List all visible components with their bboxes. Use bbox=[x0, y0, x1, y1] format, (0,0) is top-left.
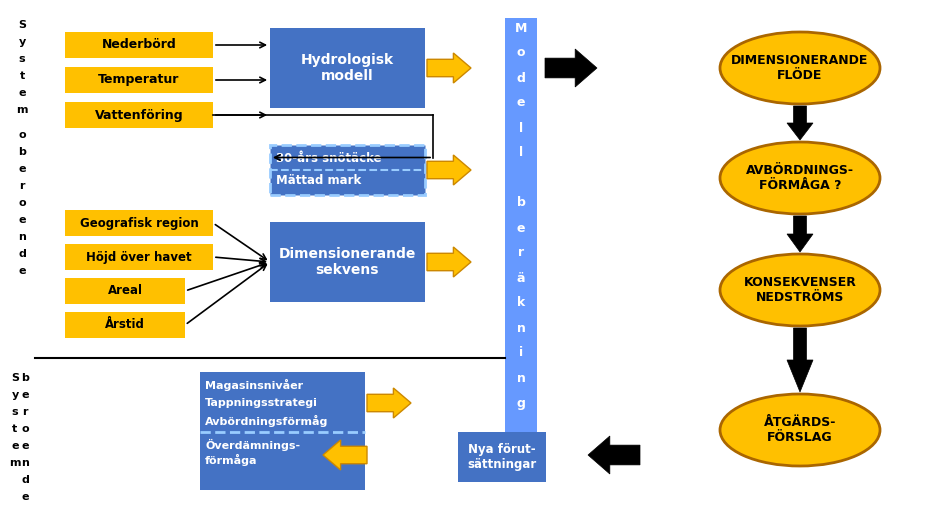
Text: Tappningsstrategi: Tappningsstrategi bbox=[205, 398, 318, 408]
Text: Avbördningsförmåg: Avbördningsförmåg bbox=[205, 415, 329, 427]
Text: e: e bbox=[18, 88, 26, 98]
FancyBboxPatch shape bbox=[458, 432, 546, 482]
Polygon shape bbox=[787, 328, 813, 392]
FancyBboxPatch shape bbox=[65, 102, 213, 128]
FancyBboxPatch shape bbox=[270, 28, 425, 108]
Polygon shape bbox=[323, 440, 367, 470]
Text: Areal: Areal bbox=[108, 284, 142, 298]
Text: e: e bbox=[18, 164, 26, 174]
Text: KONSEKVENSER
NEDSTRÖMS: KONSEKVENSER NEDSTRÖMS bbox=[743, 276, 856, 304]
Ellipse shape bbox=[720, 32, 880, 104]
Text: Magasinsnivåer: Magasinsnivåer bbox=[205, 379, 303, 391]
Text: Överdämnings-: Överdämnings- bbox=[205, 439, 300, 451]
Text: Nya förut-
sättningar: Nya förut- sättningar bbox=[467, 443, 536, 471]
Text: b: b bbox=[18, 147, 26, 157]
Text: s: s bbox=[19, 54, 25, 64]
Text: d: d bbox=[22, 475, 29, 485]
Polygon shape bbox=[427, 247, 471, 277]
Text: m: m bbox=[16, 105, 28, 115]
Text: e: e bbox=[22, 441, 29, 451]
Text: o: o bbox=[517, 46, 525, 59]
Text: n: n bbox=[517, 372, 525, 384]
Text: ÅTGÄRDS-
FÖRSLAG: ÅTGÄRDS- FÖRSLAG bbox=[764, 416, 836, 444]
Polygon shape bbox=[427, 155, 471, 185]
Text: r: r bbox=[20, 181, 24, 191]
Text: Vattenföring: Vattenföring bbox=[95, 108, 183, 121]
Text: n: n bbox=[517, 321, 525, 334]
Text: s: s bbox=[11, 407, 19, 417]
Ellipse shape bbox=[720, 142, 880, 214]
Text: Hydrologisk
modell: Hydrologisk modell bbox=[301, 53, 394, 83]
Text: ä: ä bbox=[517, 271, 525, 284]
Text: Dimensionerande
sekvens: Dimensionerande sekvens bbox=[279, 247, 417, 277]
Text: Temperatur: Temperatur bbox=[98, 73, 180, 87]
Text: e: e bbox=[22, 492, 29, 502]
FancyBboxPatch shape bbox=[505, 18, 537, 448]
Text: Mättad mark: Mättad mark bbox=[276, 174, 361, 187]
Text: AVBÖRDNINGS-
FÖRMÅGA ?: AVBÖRDNINGS- FÖRMÅGA ? bbox=[746, 164, 854, 192]
Polygon shape bbox=[588, 436, 640, 474]
Text: r: r bbox=[22, 407, 28, 417]
Text: e: e bbox=[18, 266, 26, 276]
Polygon shape bbox=[787, 106, 813, 140]
Text: Höjd över havet: Höjd över havet bbox=[86, 250, 192, 264]
Text: 30-års snötäcke: 30-års snötäcke bbox=[276, 153, 382, 166]
Text: förmåga: förmåga bbox=[205, 454, 257, 466]
Text: Nederbörd: Nederbörd bbox=[102, 39, 176, 52]
Text: o: o bbox=[18, 130, 26, 140]
Text: t: t bbox=[20, 71, 24, 81]
FancyBboxPatch shape bbox=[270, 145, 425, 195]
Text: l: l bbox=[519, 147, 523, 159]
Text: b: b bbox=[517, 197, 525, 209]
Text: g: g bbox=[517, 396, 525, 410]
Text: m: m bbox=[9, 458, 21, 468]
Text: e: e bbox=[517, 96, 525, 109]
Text: Årstid: Årstid bbox=[105, 318, 145, 331]
FancyBboxPatch shape bbox=[65, 32, 213, 58]
Text: e: e bbox=[517, 221, 525, 234]
Text: o: o bbox=[22, 424, 29, 434]
Polygon shape bbox=[367, 388, 411, 418]
Text: d: d bbox=[18, 249, 26, 259]
Text: d: d bbox=[517, 72, 525, 85]
Text: S: S bbox=[18, 20, 26, 30]
Text: k: k bbox=[517, 297, 525, 310]
Polygon shape bbox=[545, 49, 597, 87]
FancyBboxPatch shape bbox=[65, 312, 185, 338]
FancyBboxPatch shape bbox=[200, 372, 365, 490]
Ellipse shape bbox=[720, 254, 880, 326]
FancyBboxPatch shape bbox=[65, 67, 213, 93]
Text: e: e bbox=[11, 441, 19, 451]
Text: e: e bbox=[22, 390, 29, 400]
Text: l: l bbox=[519, 121, 523, 135]
FancyBboxPatch shape bbox=[270, 222, 425, 302]
Ellipse shape bbox=[720, 394, 880, 466]
Text: DIMENSIONERANDE
FLÖDE: DIMENSIONERANDE FLÖDE bbox=[731, 54, 869, 82]
Text: y: y bbox=[11, 390, 19, 400]
Polygon shape bbox=[787, 216, 813, 252]
Text: b: b bbox=[22, 373, 29, 383]
Text: n: n bbox=[18, 232, 26, 242]
Text: S: S bbox=[11, 373, 19, 383]
Text: y: y bbox=[19, 37, 25, 47]
FancyBboxPatch shape bbox=[65, 210, 213, 236]
Text: o: o bbox=[18, 198, 26, 208]
Text: r: r bbox=[518, 247, 524, 260]
Text: M: M bbox=[515, 22, 527, 35]
FancyBboxPatch shape bbox=[65, 278, 185, 304]
Text: Geografisk region: Geografisk region bbox=[80, 217, 198, 230]
FancyBboxPatch shape bbox=[65, 244, 213, 270]
Text: e: e bbox=[18, 215, 26, 225]
Polygon shape bbox=[427, 53, 471, 83]
Text: i: i bbox=[519, 347, 523, 360]
Text: n: n bbox=[22, 458, 29, 468]
Text: t: t bbox=[12, 424, 18, 434]
